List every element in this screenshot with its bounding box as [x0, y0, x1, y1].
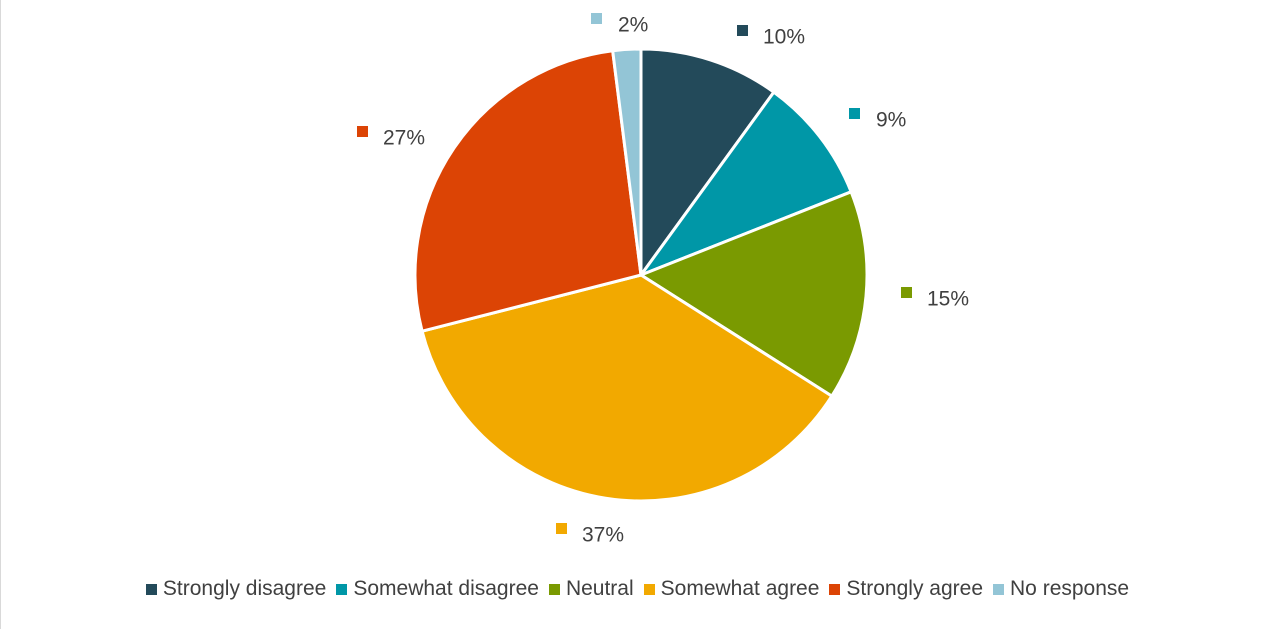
pie-slice-no-response: [611, 47, 643, 277]
data-label-swatch: [556, 523, 567, 534]
legend-swatch: [643, 583, 655, 595]
data-label: 27%: [383, 127, 425, 150]
data-label: 9%: [876, 109, 906, 132]
legend-swatch: [336, 583, 348, 595]
data-labels: 10% 9% 15% 37% 27% 2%: [357, 13, 969, 547]
data-label: 15%: [927, 288, 969, 311]
legend-item: Somewhat disagree: [336, 577, 539, 601]
legend-item: Strongly agree: [829, 577, 983, 601]
data-label: 37%: [582, 524, 624, 547]
legend-label: Somewhat disagree: [353, 577, 539, 600]
legend-label: Strongly agree: [846, 577, 984, 600]
legend-label: Strongly disagree: [162, 577, 327, 600]
data-label-swatch: [357, 126, 368, 137]
legend-swatch: [829, 583, 841, 595]
legend-swatch: [145, 583, 157, 595]
pie-slice-neutral: [639, 190, 869, 398]
legend-swatch: [548, 583, 560, 595]
pie-slices: [413, 47, 869, 503]
data-label: 10%: [763, 26, 805, 49]
legend-item: Somewhat agree: [643, 577, 820, 601]
data-label: 2%: [618, 14, 648, 37]
data-label-swatch: [901, 287, 912, 298]
legend-label: No response: [1010, 577, 1130, 600]
data-label-swatch: [737, 25, 748, 36]
legend: Strongly disagree Somewhat disagree Neutra…: [1, 577, 1274, 601]
legend-item: No response: [993, 577, 1129, 601]
legend-label: Neutral: [565, 577, 634, 600]
legend-item: Strongly disagree: [145, 577, 327, 601]
data-label-swatch: [591, 13, 602, 24]
pie-slice-strongly-agree: [413, 49, 643, 333]
pie-slice-somewhat-disagree: [639, 90, 853, 277]
legend-item: Neutral: [548, 577, 634, 601]
legend-swatch: [993, 583, 1005, 595]
pie-slice-somewhat-agree: [420, 273, 834, 503]
legend-label: Somewhat agree: [660, 577, 820, 600]
data-label-swatch: [849, 108, 860, 119]
pie-slice-strongly-disagree: [639, 47, 776, 277]
